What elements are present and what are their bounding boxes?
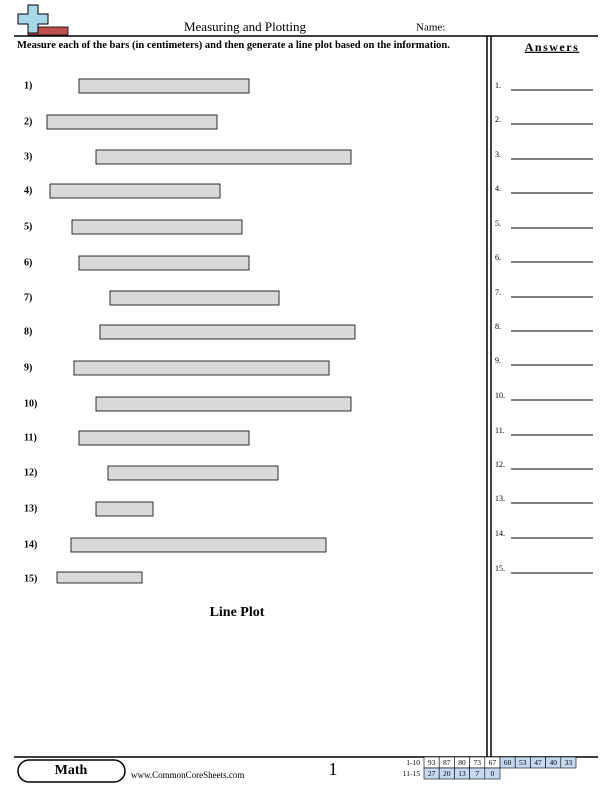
question-label: 13) [24,503,37,514]
instructions: Measure each of the bars (in centimeters… [17,40,450,51]
answer-label: 1. [495,81,501,90]
question-label: 12) [24,467,37,478]
question-label: 4) [24,185,32,196]
subject-pill [17,759,126,783]
question-label: 6) [24,257,32,268]
score-value: 20 [443,769,451,778]
score-value: 73 [473,758,481,767]
measure-bar [95,149,352,165]
name-label: Name: [416,22,445,34]
measure-bar [56,571,143,584]
instructions-box: Measure each of the bars (in centimeters… [17,40,450,51]
answer-label: 13. [495,494,505,503]
page-number: 1 [329,759,338,779]
question-label: 1) [24,80,32,91]
answer-label: 3. [495,150,501,159]
answer-label: 6. [495,253,501,262]
score-value: 33 [565,758,573,767]
question-label: 14) [24,539,37,550]
measure-bar [107,465,279,481]
measure-bar [71,219,243,235]
answer-label: 5. [495,219,501,228]
score-value: 47 [534,758,542,767]
score-value: 13 [458,769,466,778]
score-cell [560,756,577,769]
answer-label: 8. [495,322,501,331]
measure-bar [78,255,250,271]
measure-bar [70,537,327,553]
score-value: 53 [519,758,527,767]
question-label: 10) [24,398,37,409]
score-value: 80 [458,758,466,767]
measure-bar [46,114,218,130]
score-value: 60 [504,758,512,767]
score-cell [484,767,501,780]
score-value: 7 [475,769,479,778]
answer-label: 7. [495,288,501,297]
measure-bar [49,183,221,199]
measure-bar [78,430,250,446]
subject: Math [55,763,88,778]
measure-bar [95,501,154,517]
measure-bar [95,396,352,412]
answer-label: 11. [495,426,505,435]
measure-bar [78,78,250,94]
measure-bar [99,324,356,340]
title: Measuring and Plotting [184,19,307,34]
score-row-label: 11-15 [403,769,420,778]
score-value: 0 [491,769,495,778]
answer-label: 2. [495,115,501,124]
answers-title: Answers [525,40,580,54]
website: www.CommonCoreSheets.com [131,770,244,780]
score-value: 40 [549,758,557,767]
answer-label: 9. [495,356,501,365]
question-label: 15) [24,573,37,584]
measure-bar [73,360,330,376]
answer-label: 12. [495,460,505,469]
answer-label: 15. [495,564,505,573]
question-label: 5) [24,221,32,232]
question-label: 8) [24,326,32,337]
score-row-label: 1-10 [406,758,420,767]
score-value: 27 [428,769,436,778]
answer-label: 10. [495,391,505,400]
score-value: 93 [428,758,436,767]
answer-label: 4. [495,184,501,193]
question-label: 3) [24,151,32,162]
score-value: 87 [443,758,451,767]
question-label: 11) [24,432,37,443]
logo [17,4,69,36]
measure-bar [109,290,280,306]
question-label: 9) [24,362,32,373]
question-label: 7) [24,292,32,303]
answer-label: 14. [495,529,505,538]
question-label: 2) [24,116,32,127]
section-title: Line Plot [210,605,265,620]
score-value: 67 [489,758,497,767]
